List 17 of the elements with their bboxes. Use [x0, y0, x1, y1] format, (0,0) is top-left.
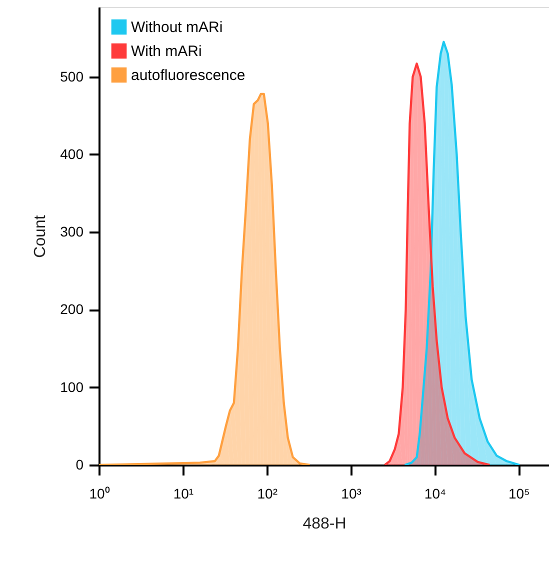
legend-label: Without mARi	[131, 19, 223, 36]
legend-label: autofluorescence	[131, 67, 246, 84]
y-tick-label: 400	[60, 146, 84, 162]
y-tick-label: 500	[60, 68, 84, 84]
x-tick-label: 10⁴	[424, 486, 446, 502]
x-tick-label: 10³	[341, 486, 362, 502]
x-axis-title: 488-H	[302, 516, 346, 532]
x-tick-label: 10⁵	[508, 486, 530, 502]
legend-label: With mARi	[131, 43, 202, 60]
y-tick-label: 100	[60, 378, 84, 395]
x-tick-label: 10¹	[173, 486, 194, 502]
x-tick-label: 10²	[257, 486, 278, 502]
x-tick-label: 10⁰	[89, 486, 110, 502]
y-axis-title: Count	[32, 214, 50, 258]
y-tick-label: 0	[76, 456, 84, 472]
y-tick-label: 300	[60, 224, 84, 240]
y-tick-label: 200	[60, 301, 84, 318]
